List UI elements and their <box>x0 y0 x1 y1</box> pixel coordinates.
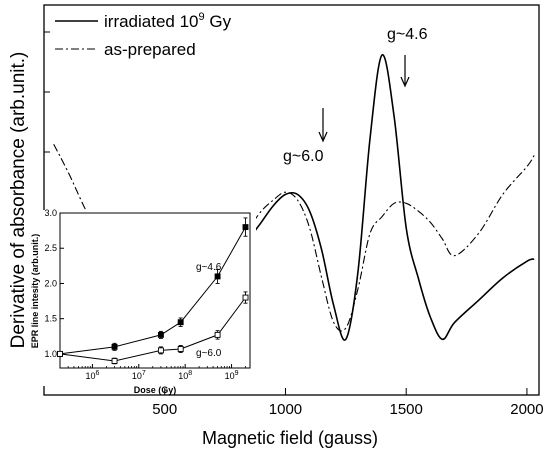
inset-marker-g46 <box>157 331 164 338</box>
main-y-axis-label: Derivative of absorbance (arb.unit.) <box>8 52 29 349</box>
main-x-tick-label: 2000 <box>510 401 543 418</box>
inset-series-line-g46 <box>59 226 246 355</box>
inset-series-label-g60: g~6.0 <box>196 348 222 359</box>
inset-marker-g60 <box>177 346 184 352</box>
main-plot-frame <box>43 4 540 396</box>
inset-marker-g46 <box>177 319 184 326</box>
inset-y-tick-label: 2.0 <box>44 278 57 288</box>
annotation-g6-arrow <box>318 108 328 143</box>
legend-label-as-prepared: as-prepared <box>104 40 196 59</box>
inset-marker-g46 <box>242 224 249 231</box>
inset-marker-g60 <box>242 294 249 301</box>
inset-frame <box>59 212 251 369</box>
inset-marker-g46 <box>111 343 118 350</box>
inset-series-line-g60 <box>59 297 246 362</box>
inset-marker-g60 <box>157 347 164 354</box>
inset-series-label-g46: g~4.6 <box>196 262 222 273</box>
inset-y-tick-label: 3.0 <box>44 208 57 218</box>
main-x-tick-label: 1000 <box>269 401 302 418</box>
inset-background <box>32 210 256 386</box>
annotation-g46: g~4.6 <box>387 26 428 43</box>
inset-x-tick-label: 108 <box>178 370 192 381</box>
inset-y-tick-label: 1.5 <box>44 314 57 324</box>
inset-y-tick-label: 2.5 <box>44 243 57 253</box>
inset-x-tick-label: 107 <box>132 370 146 381</box>
inset-marker-g60 <box>214 331 221 338</box>
main-x-tick-label: 1500 <box>390 401 423 418</box>
annotation-g6: g~6.0 <box>283 148 324 165</box>
legend: irradiated 109 Gy as-prepared <box>55 11 232 59</box>
main-x-axis-label: Magnetic field (gauss) <box>202 428 378 448</box>
inset-x-axis-label: Dose (Gy) <box>134 385 177 395</box>
inset-x-tick-label: 106 <box>85 370 99 381</box>
main-x-tick-label: 500 <box>152 401 177 418</box>
inset-y-axis-label: EPR line intesity (arb.unit.) <box>30 234 40 349</box>
inset-marker-g46 <box>214 273 221 280</box>
inset-marker-g60 <box>111 358 118 364</box>
annotation-g46-arrow <box>400 55 410 88</box>
inset-marker-g60 <box>57 350 63 357</box>
legend-label-irradiated: irradiated 109 Gy <box>104 11 232 31</box>
inset-y-tick-label: 1.0 <box>44 349 57 359</box>
inset-x-tick-label: 109 <box>225 370 239 381</box>
